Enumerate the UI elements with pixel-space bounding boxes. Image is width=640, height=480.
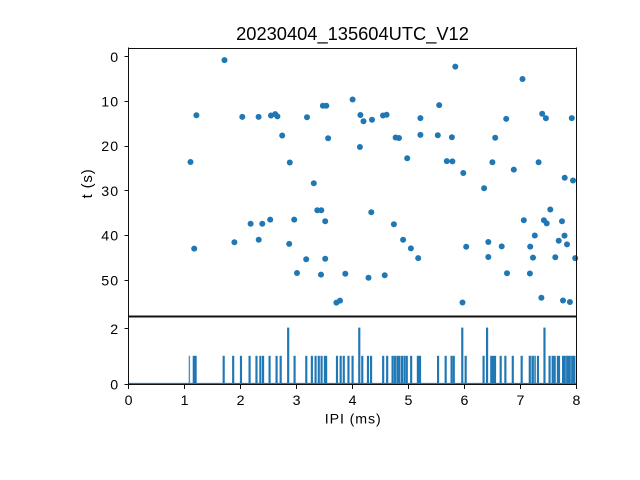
svg-text:2: 2	[110, 322, 119, 338]
svg-text:7: 7	[517, 393, 525, 409]
svg-text:IPI (ms): IPI (ms)	[325, 412, 382, 428]
svg-text:0: 0	[125, 393, 133, 409]
svg-text:10: 10	[101, 95, 119, 111]
svg-text:40: 40	[101, 229, 119, 245]
svg-text:0: 0	[110, 377, 119, 393]
svg-text:50: 50	[101, 273, 119, 289]
svg-text:8: 8	[573, 393, 581, 409]
svg-text:2: 2	[237, 393, 245, 409]
svg-text:0: 0	[110, 50, 119, 66]
svg-text:20: 20	[101, 139, 119, 155]
svg-text:5: 5	[405, 393, 413, 409]
svg-text:6: 6	[461, 393, 469, 409]
svg-text:3: 3	[293, 393, 301, 409]
svg-text:1: 1	[181, 393, 189, 409]
svg-text:4: 4	[349, 393, 357, 409]
svg-text:t (s): t (s)	[79, 168, 96, 198]
svg-text:30: 30	[101, 184, 119, 200]
svg-text:20230404_135604UTC_V12: 20230404_135604UTC_V12	[236, 23, 469, 45]
